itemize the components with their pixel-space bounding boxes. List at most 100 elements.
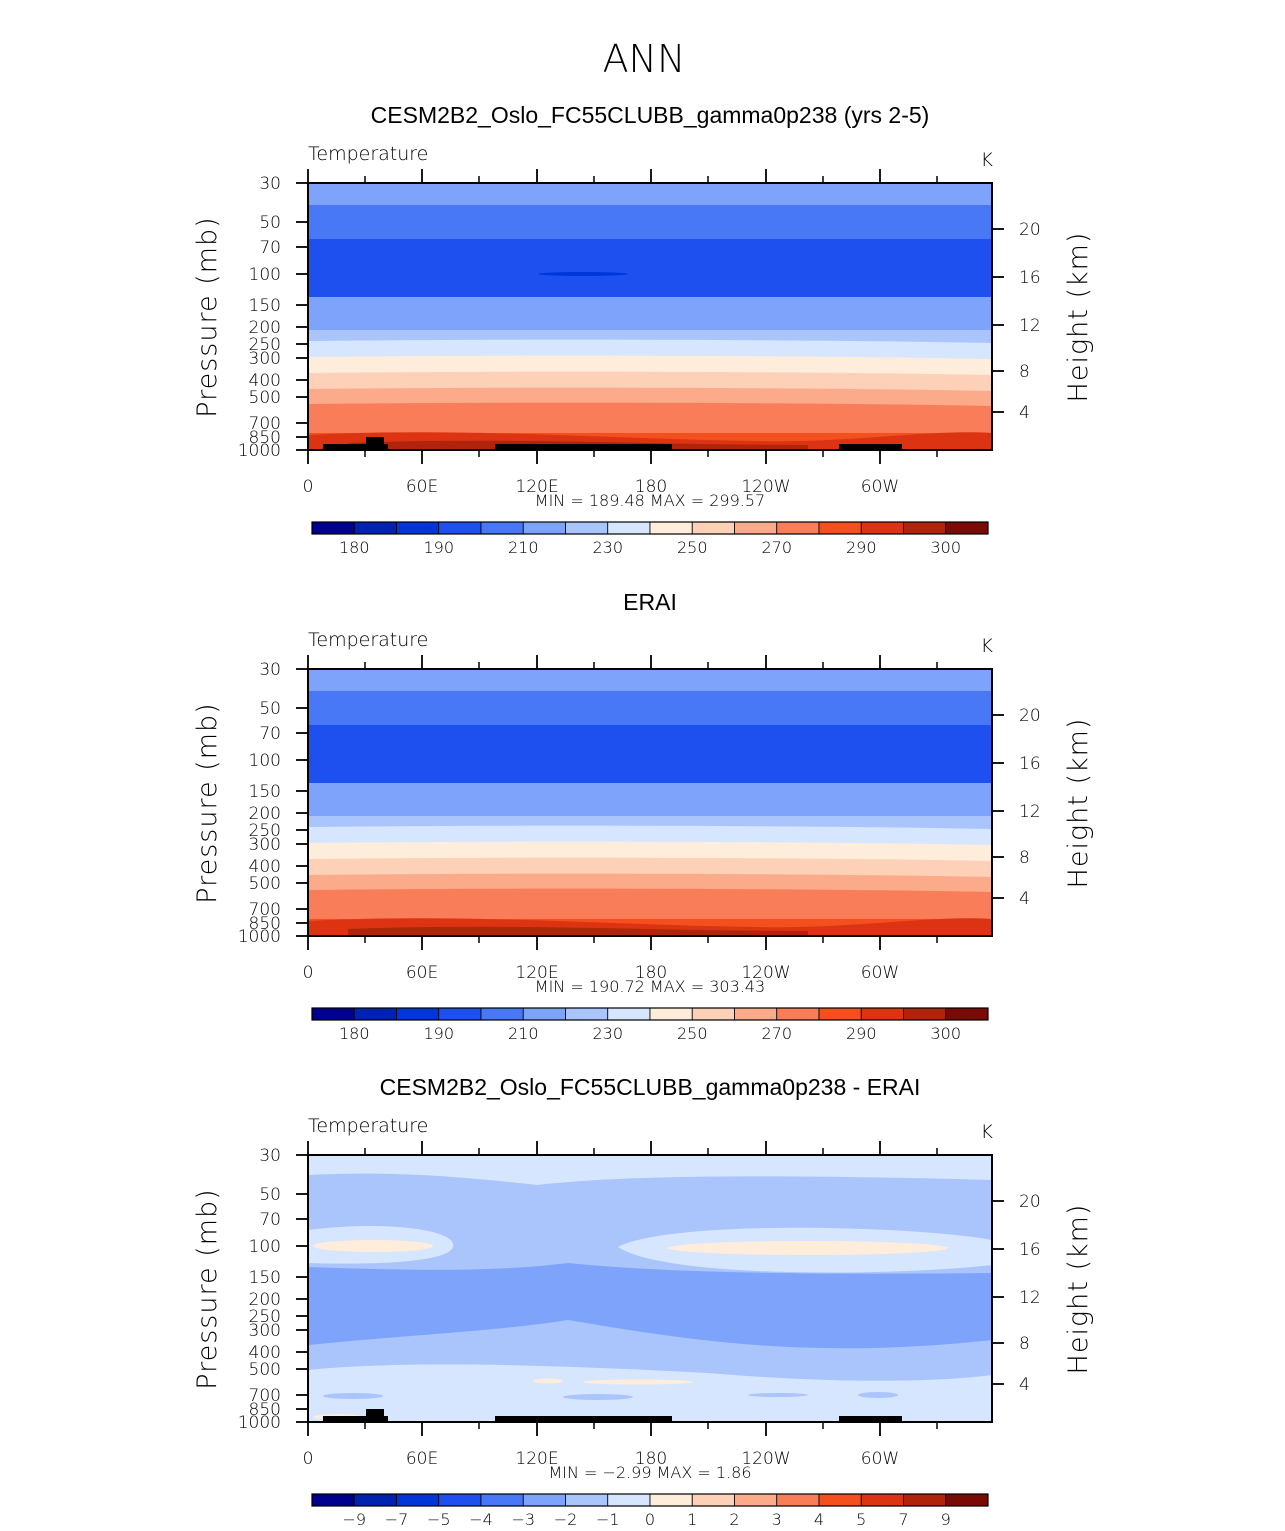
colorbar-swatch: [734, 1007, 778, 1021]
y-tick-label: 30: [259, 1146, 281, 1166]
y-tick-label: 150: [249, 1268, 281, 1288]
colorbar-label: 1: [687, 1510, 697, 1529]
colorbar-swatch: [396, 1007, 440, 1021]
panel-diff: CESM2B2_Oslo_FC55CLUBB_gamma0p238 - ERAI…: [192, 1074, 1094, 1529]
y-tick-label: 200: [249, 318, 281, 338]
colorbar-label: 180: [339, 1024, 370, 1043]
land-mask: [839, 444, 902, 450]
colorbar-label: 290: [846, 1024, 877, 1043]
colorbar-label: 4: [814, 1510, 824, 1529]
positive-anomaly: [313, 1240, 433, 1252]
colorbar: −9 −7 −5 −4 −3 −2 −1 0 1 2 3 4 5 7 9: [311, 1493, 989, 1529]
y-tick-label: 400: [249, 857, 281, 877]
contour-band: [308, 841, 992, 862]
colorbar-label: 5: [856, 1510, 866, 1529]
colorbar-label: 190: [423, 1024, 454, 1043]
figure-title: ANN: [603, 37, 686, 81]
contour-band: [308, 691, 992, 726]
panel-title: CESM2B2_Oslo_FC55CLUBB_gamma0p238 (yrs 2…: [371, 102, 930, 128]
colorbar-swatch: [734, 521, 778, 535]
y-tick-label: 400: [249, 371, 281, 391]
colorbar-swatch: [480, 521, 524, 535]
colorbar-swatch: [311, 1007, 355, 1021]
contour-band: [308, 803, 992, 817]
variable-label: Temperature: [308, 1115, 428, 1137]
x-tick-label: 180: [635, 1449, 667, 1469]
colorbar-swatch: [522, 1007, 566, 1021]
y-axis-title: Pressure (mb): [192, 702, 223, 903]
contour-band: [308, 903, 992, 920]
colorbar-swatch: [649, 1007, 693, 1021]
colorbar-swatch: [311, 521, 355, 535]
colorbar-swatch: [945, 1493, 989, 1507]
colorbar-swatch: [438, 1493, 482, 1507]
colorbar-swatch: [353, 1007, 397, 1021]
x-tick-label: 60E: [406, 1449, 438, 1469]
panel-obs: ERAI Temperature K 305070100150200250300…: [192, 589, 1094, 1043]
temperature-field: [308, 183, 992, 450]
colorbar-label: −4: [469, 1510, 493, 1529]
y-tick-label: 400: [249, 1343, 281, 1363]
negative-anomaly: [323, 1393, 383, 1399]
colorbar-swatch: [438, 521, 482, 535]
positive-anomaly: [583, 1379, 693, 1385]
colorbar-swatch: [903, 1493, 947, 1507]
x-tick-label: 180: [635, 963, 667, 983]
y2-tick-label: 4: [1019, 1375, 1030, 1395]
y-tick-label: 300: [249, 349, 281, 369]
y2-tick-label: 16: [1019, 1240, 1041, 1260]
colorbar-swatch: [396, 1493, 440, 1507]
colorbar-label: 3: [772, 1510, 782, 1529]
y-tick-label: 300: [249, 835, 281, 855]
y-tick-label: 200: [249, 804, 281, 824]
x-tick-label: 60E: [406, 477, 438, 497]
land-mask: [323, 1416, 388, 1422]
colorbar-frame: [311, 1007, 989, 1021]
colorbar-swatch: [860, 1007, 904, 1021]
colorbar-label: −3: [511, 1510, 535, 1529]
temperature-difference-field: [308, 1155, 992, 1422]
colorbar-swatch: [945, 521, 989, 535]
colorbar-swatch: [353, 521, 397, 535]
contour-band: [308, 297, 992, 318]
contour-band: [308, 339, 992, 360]
x-tick-label: 0: [303, 963, 314, 983]
y-tick-label: 100: [249, 1237, 281, 1257]
x-tick-label: 120W: [741, 963, 790, 983]
x-tick-label: 0: [303, 477, 314, 497]
y-tick-label: 100: [249, 265, 281, 285]
y-tick-label: 500: [249, 388, 281, 408]
colorbar-swatch: [607, 1493, 651, 1507]
colorbar-label: 300: [930, 1024, 961, 1043]
units-label: K: [981, 1121, 994, 1143]
colorbar-swatch: [522, 521, 566, 535]
units-label: K: [981, 149, 994, 171]
contour-band: [308, 239, 992, 298]
negative-anomaly: [563, 1394, 633, 1400]
y-tick-label: 200: [249, 1290, 281, 1310]
y2-tick-label: 20: [1019, 220, 1041, 240]
panel-title: CESM2B2_Oslo_FC55CLUBB_gamma0p238 - ERAI: [380, 1074, 921, 1100]
y-tick-label: 700: [249, 900, 281, 920]
colorbar-label: 230: [592, 538, 623, 557]
colorbar-swatch: [649, 1493, 693, 1507]
colorbar-swatch: [818, 521, 862, 535]
y-tick-label: 250: [249, 821, 281, 841]
colorbar-label: −1: [596, 1510, 620, 1529]
y2-tick-label: 8: [1019, 848, 1030, 868]
x-tick-label: 120E: [515, 477, 558, 497]
y-tick-label: 30: [259, 174, 281, 194]
units-label: K: [981, 635, 994, 657]
colorbar-label: 300: [930, 538, 961, 557]
y2-axis-title: Height (km): [1063, 718, 1094, 889]
colorbar-swatch: [607, 1007, 651, 1021]
x-tick-label: 60W: [861, 1449, 899, 1469]
y-tick-label: 30: [259, 660, 281, 680]
negative-anomaly: [748, 1393, 808, 1397]
positive-anomaly: [668, 1241, 948, 1255]
y-tick-label: 500: [249, 874, 281, 894]
cold-spot: [538, 272, 628, 276]
y2-tick-label: 12: [1019, 1288, 1041, 1308]
y-tick-label: 50: [259, 699, 281, 719]
